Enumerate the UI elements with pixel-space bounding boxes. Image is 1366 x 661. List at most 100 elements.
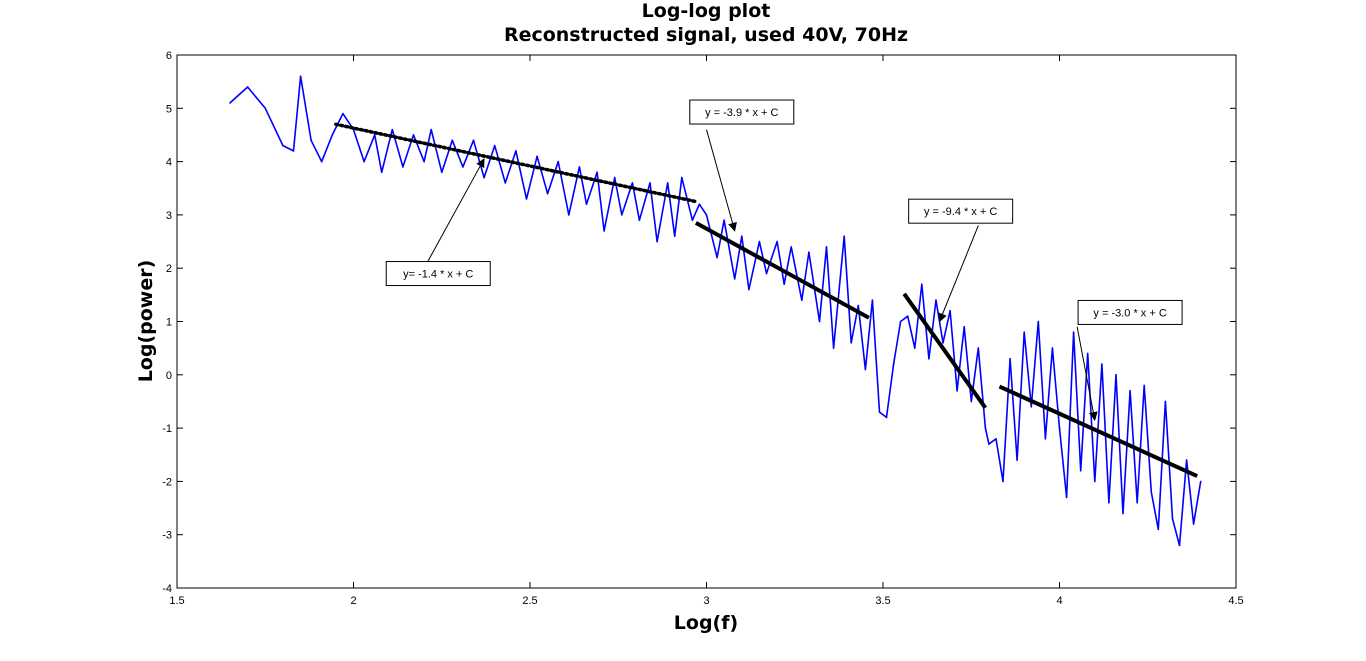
annotation-0: y= -1.4 * x + C bbox=[385, 158, 491, 287]
signal-data-point bbox=[748, 288, 750, 291]
signal-data-point bbox=[857, 304, 860, 307]
signal-data-point bbox=[723, 219, 725, 222]
signal-data-point bbox=[638, 219, 641, 222]
signal-data-point bbox=[758, 240, 761, 243]
signal-data-point bbox=[949, 310, 951, 312]
signal-data-point bbox=[1129, 389, 1131, 392]
signal-data-point bbox=[299, 75, 302, 78]
signal-data-point bbox=[310, 139, 312, 142]
y-tick-label: -1 bbox=[162, 423, 172, 435]
signal-data-point bbox=[705, 214, 708, 216]
signal-data-point bbox=[1101, 363, 1103, 365]
signal-data-point bbox=[1002, 480, 1004, 483]
signal-data-point bbox=[402, 166, 404, 168]
y-tick-label: -2 bbox=[162, 476, 172, 488]
signal-data-point bbox=[620, 214, 623, 216]
signal-data-point bbox=[1016, 459, 1018, 461]
fit-line-dotted-1 bbox=[334, 122, 698, 204]
y-tick-label: 3 bbox=[166, 210, 172, 222]
annotation-layer: y= -1.4 * x + C y = -3.9 * x + C y = -9.4 … bbox=[385, 99, 1183, 421]
signal-data-point bbox=[970, 400, 973, 403]
signal-data-point bbox=[988, 443, 990, 445]
signal-data-point bbox=[995, 437, 997, 440]
signal-data-point bbox=[656, 240, 658, 243]
signal-data-point bbox=[1072, 331, 1075, 333]
signal-data-point bbox=[1164, 400, 1167, 403]
annotation-label: y = -3.0 * x + C bbox=[1093, 307, 1166, 319]
signal-data-point bbox=[631, 182, 634, 184]
signal-data-point bbox=[698, 203, 701, 206]
x-tick-label: 3.5 bbox=[875, 595, 890, 607]
x-tick-label: 2.5 bbox=[522, 595, 537, 607]
signal-data-point bbox=[885, 416, 888, 419]
signal-data-point bbox=[878, 411, 881, 413]
annotation-1: y = -3.9 * x + C bbox=[689, 99, 795, 232]
axes-frame bbox=[176, 54, 1237, 589]
annotation-label: y = -9.4 * x + C bbox=[924, 206, 997, 218]
y-tick-label: -4 bbox=[162, 583, 172, 595]
signal-data-point bbox=[423, 160, 425, 163]
signal-data-point bbox=[808, 251, 810, 254]
signal-data-point bbox=[1108, 501, 1110, 504]
signal-data-point bbox=[613, 176, 616, 179]
signal-data-point bbox=[451, 139, 454, 142]
signal-data-point bbox=[440, 171, 443, 174]
signal-data-point bbox=[801, 299, 803, 301]
signal-data-point bbox=[515, 150, 517, 152]
signal-data-point bbox=[391, 128, 394, 131]
signal-data-point bbox=[871, 299, 874, 301]
signal-data-point bbox=[1079, 469, 1082, 472]
signal-data-point bbox=[585, 203, 588, 206]
annotation-arrow bbox=[1076, 326, 1098, 421]
annotation-box bbox=[689, 99, 795, 125]
signal-data-point bbox=[921, 283, 923, 285]
signal-data-point bbox=[832, 347, 835, 349]
chart-subtitle: Reconstructed signal, used 40V, 70Hz bbox=[504, 24, 908, 46]
signal-data-point bbox=[412, 134, 415, 136]
signal-data-point bbox=[1185, 459, 1188, 461]
signal-data-point bbox=[264, 107, 267, 110]
signal-data-point bbox=[790, 246, 793, 248]
signal-data-point bbox=[776, 240, 778, 243]
signal-data-point bbox=[1065, 496, 1068, 499]
signal-data-point bbox=[536, 155, 538, 158]
signal-data-point bbox=[913, 347, 916, 349]
signal-data-point bbox=[320, 160, 323, 163]
signal-data-point bbox=[363, 160, 365, 163]
annotation-label: y = -3.9 * x + C bbox=[705, 107, 778, 119]
signal-data-point bbox=[504, 182, 507, 184]
signal-data-point bbox=[1115, 374, 1117, 376]
annotation-2: y = -9.4 * x + C bbox=[908, 198, 1014, 323]
annotation-box bbox=[908, 198, 1014, 224]
signal-data-point bbox=[342, 112, 344, 115]
signal-data-point bbox=[864, 368, 867, 371]
signal-data-point bbox=[935, 299, 937, 301]
fit-line-3 bbox=[902, 292, 987, 410]
annotation-label: y= -1.4 * x + C bbox=[403, 269, 473, 281]
signal-data-point bbox=[229, 102, 231, 104]
signal-data-point bbox=[1023, 331, 1025, 333]
x-tick-label: 4 bbox=[1056, 595, 1062, 607]
y-tick-label: 0 bbox=[166, 370, 172, 382]
signal-data-point bbox=[246, 86, 249, 88]
x-tick-label: 2 bbox=[350, 595, 356, 607]
signal-data-point bbox=[649, 182, 651, 184]
annotation-3: y = -3.0 * x + C bbox=[1076, 299, 1183, 421]
annotation-arrow bbox=[938, 225, 979, 323]
y-tick-label: 2 bbox=[166, 263, 172, 275]
signal-data-point bbox=[1143, 384, 1146, 387]
signal-data-point bbox=[984, 427, 987, 429]
signal-data-point bbox=[1199, 480, 1202, 483]
signal-data-point bbox=[578, 166, 581, 168]
signal-data-point bbox=[292, 150, 295, 152]
x-axis-label: Log(f) bbox=[674, 612, 738, 634]
signal-data-point bbox=[680, 176, 683, 179]
x-tick-label: 3 bbox=[703, 595, 709, 607]
signal-data-point bbox=[603, 230, 605, 232]
signal-data-point bbox=[1094, 480, 1096, 483]
signal-data-point bbox=[1058, 427, 1061, 429]
signal-data-point bbox=[892, 363, 895, 365]
signal-data-point bbox=[1178, 544, 1181, 547]
signal-data-point bbox=[1044, 437, 1047, 440]
series-layer bbox=[229, 75, 1202, 547]
